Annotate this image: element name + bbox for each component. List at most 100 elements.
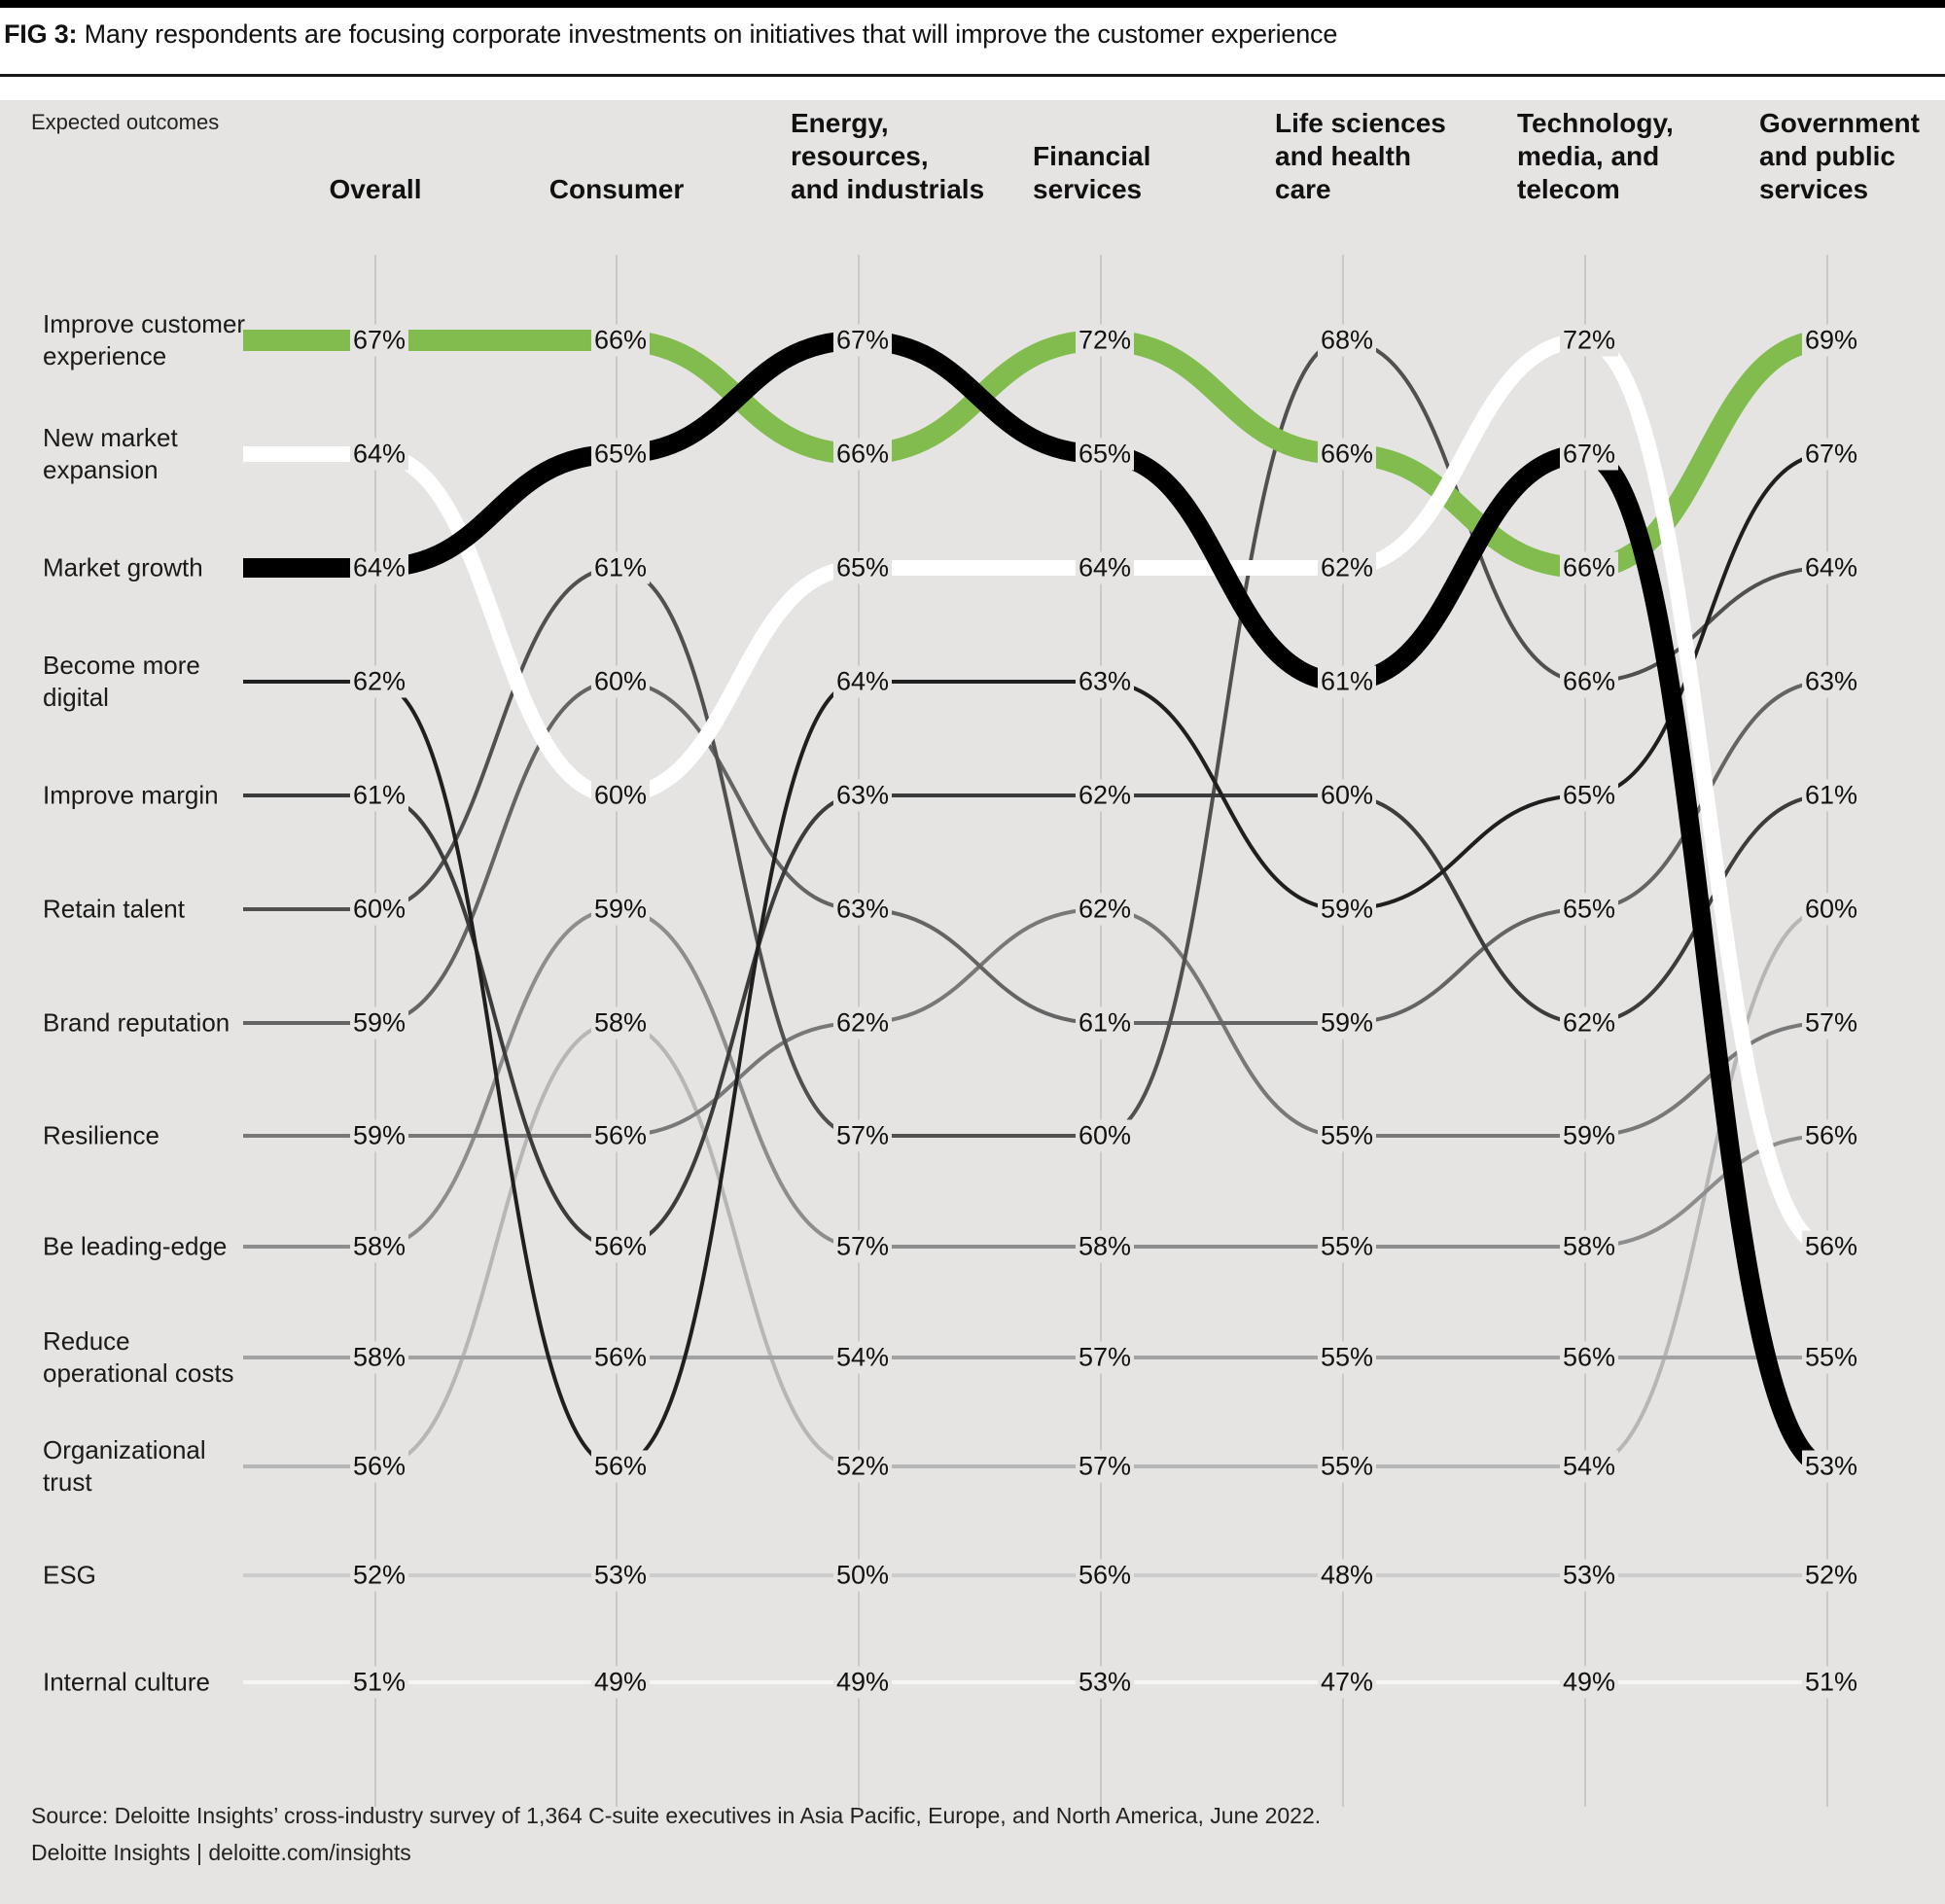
value-label-resilience-col6: 59% bbox=[1559, 1119, 1619, 1152]
value-label-esg-col4: 56% bbox=[1075, 1559, 1135, 1592]
figure-title: FIG 3: Many respondents are focusing cor… bbox=[4, 19, 1910, 50]
value-label-market-growth-col4: 65% bbox=[1075, 438, 1135, 471]
row-label-become-more-digital: Become more digital bbox=[43, 651, 200, 712]
value-label-brand-reputation-col7: 63% bbox=[1801, 665, 1861, 698]
value-label-become-more-digital-col4: 63% bbox=[1075, 665, 1135, 698]
value-label-brand-reputation-col2: 60% bbox=[590, 665, 651, 698]
value-label-esg-col6: 53% bbox=[1559, 1559, 1619, 1592]
value-label-be-leading-edge-col3: 57% bbox=[832, 1230, 893, 1263]
value-label-retain-talent-col5: 68% bbox=[1317, 324, 1377, 357]
value-label-esg-col1: 52% bbox=[349, 1559, 409, 1592]
value-label-market-growth-col3: 67% bbox=[832, 324, 893, 357]
value-label-be-leading-edge-col5: 55% bbox=[1317, 1230, 1377, 1263]
value-label-reduce-operational-costs-col6: 56% bbox=[1559, 1341, 1619, 1374]
value-label-reduce-operational-costs-col2: 56% bbox=[590, 1341, 651, 1374]
value-label-improve-margin-col1: 61% bbox=[349, 779, 409, 812]
column-header-financial: Financial services bbox=[1033, 141, 1151, 204]
row-label-improve-margin: Improve margin bbox=[43, 780, 219, 810]
value-label-improve-customer-experience-col6: 66% bbox=[1559, 551, 1619, 584]
row-label-new-market-expansion: New market expansion bbox=[43, 423, 178, 484]
value-label-become-more-digital-col6: 65% bbox=[1559, 779, 1619, 812]
title-divider bbox=[0, 74, 1945, 77]
value-label-improve-customer-experience-col4: 72% bbox=[1075, 324, 1135, 357]
source-note: Source: Deloitte Insights’ cross-industr… bbox=[31, 1803, 1322, 1828]
series-line-new-market-expansion bbox=[243, 332, 1829, 1254]
value-label-market-growth-col5: 61% bbox=[1317, 665, 1377, 698]
value-label-internal-culture-col4: 53% bbox=[1075, 1666, 1135, 1699]
value-label-be-leading-edge-col6: 58% bbox=[1559, 1230, 1619, 1263]
row-label-internal-culture: Internal culture bbox=[43, 1667, 210, 1697]
footer: Source: Deloitte Insights’ cross-industr… bbox=[31, 1797, 1321, 1871]
row-label-organizational-trust: Organizational trust bbox=[43, 1435, 206, 1497]
value-label-improve-customer-experience-col5: 66% bbox=[1317, 438, 1377, 471]
value-label-reduce-operational-costs-col5: 55% bbox=[1317, 1341, 1377, 1374]
value-label-new-market-expansion-col7: 56% bbox=[1801, 1230, 1861, 1263]
value-label-reduce-operational-costs-col4: 57% bbox=[1075, 1341, 1135, 1374]
value-label-resilience-col7: 57% bbox=[1801, 1006, 1861, 1040]
value-label-retain-talent-col3: 57% bbox=[832, 1119, 893, 1152]
column-header-overall: Overall bbox=[329, 174, 422, 204]
top-black-bar bbox=[0, 0, 1945, 8]
value-label-resilience-col3: 62% bbox=[832, 1006, 893, 1040]
value-label-become-more-digital-col1: 62% bbox=[349, 665, 409, 698]
value-label-new-market-expansion-col5: 62% bbox=[1317, 551, 1377, 584]
row-label-resilience: Resilience bbox=[43, 1120, 159, 1150]
value-label-improve-margin-col5: 60% bbox=[1317, 779, 1377, 812]
value-label-reduce-operational-costs-col1: 58% bbox=[349, 1341, 409, 1374]
value-label-organizational-trust-col1: 56% bbox=[349, 1450, 409, 1483]
column-header-technology: Technology, media, and telecom bbox=[1517, 108, 1674, 204]
value-label-become-more-digital-col3: 64% bbox=[832, 665, 893, 698]
value-label-retain-talent-col2: 61% bbox=[590, 551, 651, 584]
value-label-retain-talent-col1: 60% bbox=[349, 893, 409, 926]
row-label-esg: ESG bbox=[43, 1560, 96, 1590]
row-label-market-growth: Market growth bbox=[43, 552, 203, 582]
value-label-organizational-trust-col5: 55% bbox=[1317, 1450, 1377, 1483]
value-label-become-more-digital-col5: 59% bbox=[1317, 893, 1377, 926]
value-label-new-market-expansion-col4: 64% bbox=[1075, 551, 1135, 584]
value-label-be-leading-edge-col7: 56% bbox=[1801, 1119, 1861, 1152]
value-label-improve-margin-col7: 61% bbox=[1801, 779, 1861, 812]
value-label-organizational-trust-col7: 60% bbox=[1801, 893, 1861, 926]
value-label-become-more-digital-col7: 67% bbox=[1801, 438, 1861, 471]
figure-title-text: Many respondents are focusing corporate … bbox=[84, 19, 1338, 49]
row-label-improve-customer-experience: Improve customer experience bbox=[43, 309, 246, 370]
column-header-energy: Energy, resources, and industrials bbox=[791, 108, 985, 204]
brand-line: Deloitte Insights | deloitte.com/insight… bbox=[31, 1840, 411, 1865]
value-label-reduce-operational-costs-col3: 54% bbox=[832, 1341, 893, 1374]
value-label-resilience-col4: 62% bbox=[1075, 893, 1135, 926]
value-label-be-leading-edge-col4: 58% bbox=[1075, 1230, 1135, 1263]
value-label-improve-customer-experience-col2: 66% bbox=[590, 324, 651, 357]
column-header-life-sciences: Life sciences and health care bbox=[1275, 108, 1446, 204]
value-label-organizational-trust-col6: 54% bbox=[1559, 1450, 1619, 1483]
value-label-brand-reputation-col4: 61% bbox=[1075, 1006, 1135, 1040]
value-label-brand-reputation-col6: 65% bbox=[1559, 893, 1619, 926]
value-label-market-growth-col7: 53% bbox=[1801, 1450, 1861, 1483]
value-label-improve-customer-experience-col1: 67% bbox=[349, 324, 409, 357]
value-label-new-market-expansion-col6: 72% bbox=[1559, 324, 1619, 357]
value-label-improve-margin-col3: 63% bbox=[832, 779, 893, 812]
value-label-improve-margin-col6: 62% bbox=[1559, 1006, 1619, 1040]
value-label-retain-talent-col7: 64% bbox=[1801, 551, 1861, 584]
value-label-brand-reputation-col1: 59% bbox=[349, 1006, 409, 1040]
value-label-be-leading-edge-col1: 58% bbox=[349, 1230, 409, 1263]
value-label-new-market-expansion-col2: 60% bbox=[590, 779, 651, 812]
value-label-become-more-digital-col2: 56% bbox=[590, 1450, 651, 1483]
value-label-improve-margin-col4: 62% bbox=[1075, 779, 1135, 812]
value-label-retain-talent-col6: 66% bbox=[1559, 665, 1619, 698]
value-label-esg-col2: 53% bbox=[590, 1559, 651, 1592]
row-label-brand-reputation: Brand reputation bbox=[43, 1007, 230, 1038]
value-label-internal-culture-col1: 51% bbox=[349, 1666, 409, 1699]
value-label-internal-culture-col2: 49% bbox=[590, 1666, 651, 1699]
value-label-organizational-trust-col4: 57% bbox=[1075, 1450, 1135, 1483]
row-label-retain-talent: Retain talent bbox=[43, 894, 185, 924]
value-label-market-growth-col2: 65% bbox=[590, 438, 651, 471]
value-label-internal-culture-col3: 49% bbox=[832, 1666, 893, 1699]
value-label-market-growth-col1: 64% bbox=[349, 551, 409, 584]
column-header-government: Government and public services bbox=[1759, 108, 1920, 204]
row-label-be-leading-edge: Be leading-edge bbox=[43, 1231, 228, 1261]
value-label-improve-customer-experience-col7: 69% bbox=[1801, 324, 1861, 357]
value-label-resilience-col1: 59% bbox=[349, 1119, 409, 1152]
value-label-reduce-operational-costs-col7: 55% bbox=[1801, 1341, 1861, 1374]
